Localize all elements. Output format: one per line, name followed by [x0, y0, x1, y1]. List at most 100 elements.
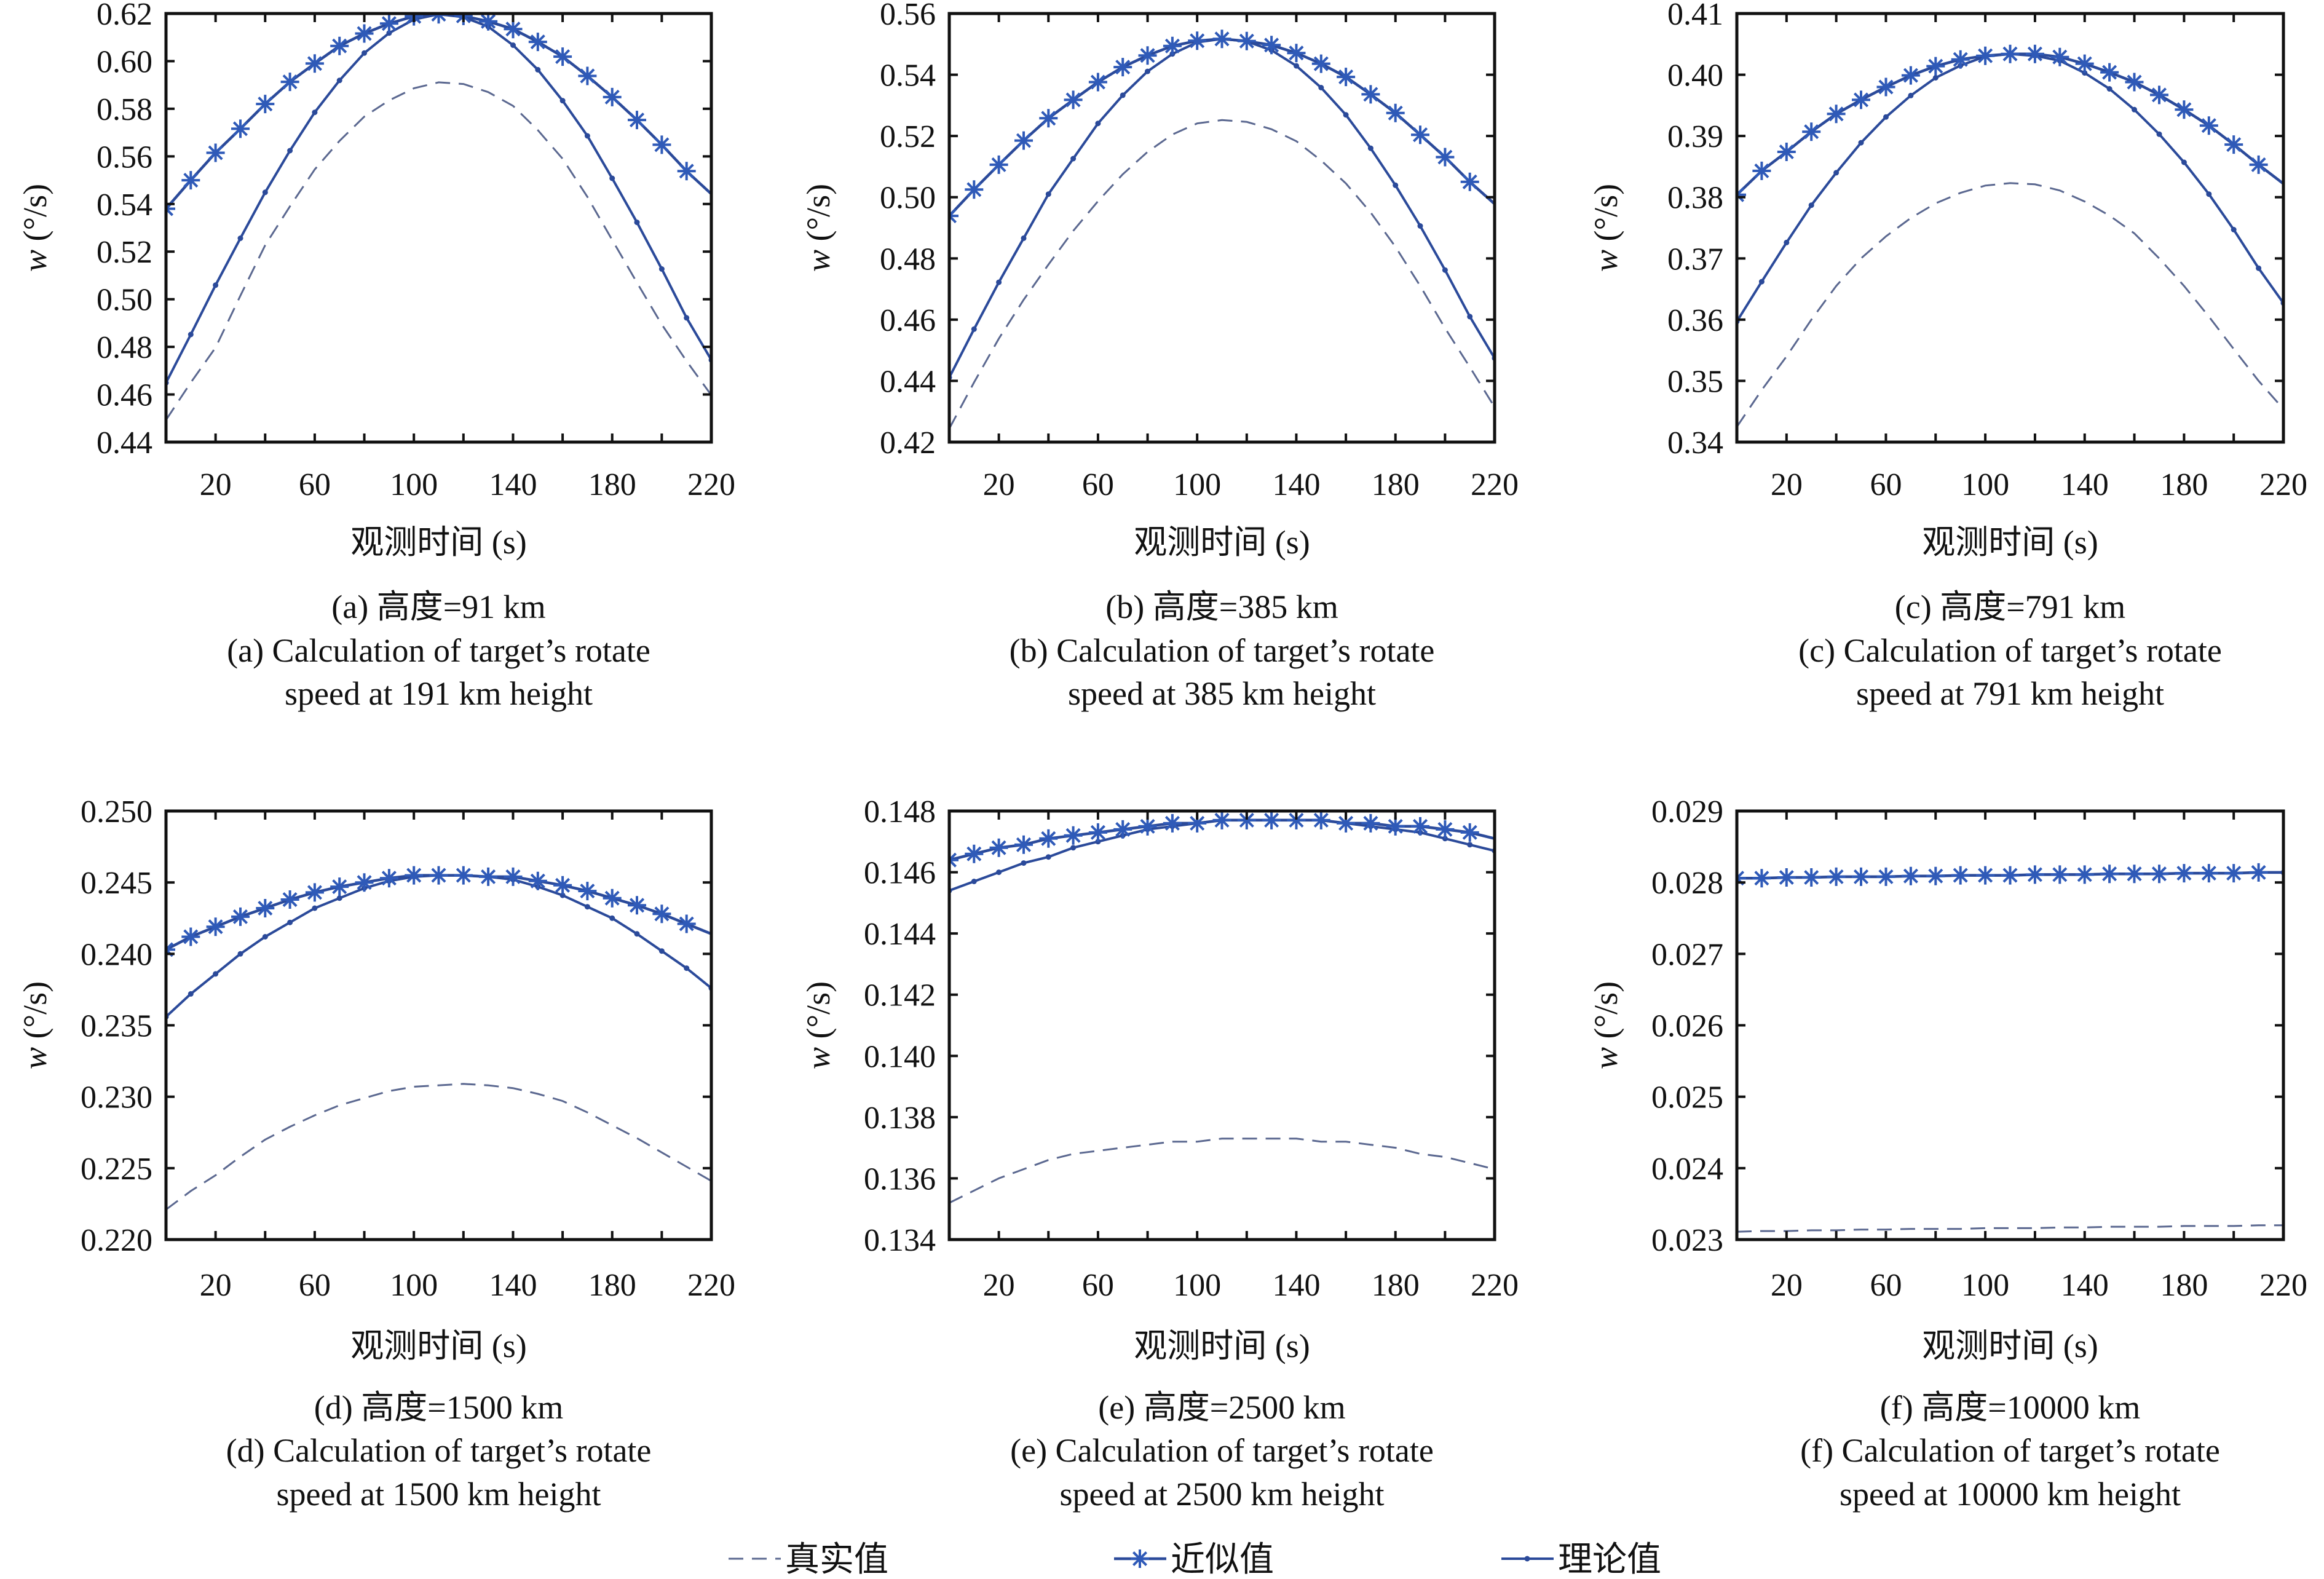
marker-theory [213, 971, 219, 977]
y-tick-label: 0.41 [1667, 0, 1723, 32]
marker-theory [658, 266, 665, 272]
marker-theory [1021, 860, 1027, 866]
marker-approx [1411, 125, 1429, 144]
marker-approx [578, 882, 597, 901]
marker-theory [1045, 191, 1051, 197]
marker-approx [2175, 864, 2194, 883]
x-tick-label: 140 [1272, 1268, 1320, 1303]
marker-theory [1145, 68, 1150, 74]
marker-theory [2106, 86, 2113, 92]
x-tick-label: 180 [1372, 1268, 1420, 1303]
y-tick-label: 0.58 [97, 92, 152, 127]
marker-theory [386, 30, 392, 36]
legend-label: 真实值 [785, 1541, 888, 1579]
y-axis-variable: w [17, 1047, 53, 1069]
y-tick-label: 0.235 [81, 1009, 152, 1044]
plot-area-d [166, 866, 711, 1211]
marker-approx [1287, 811, 1306, 829]
x-tick-label: 140 [489, 467, 537, 502]
legend-item-theory: 理论值 [1501, 1541, 1661, 1579]
marker-theory [1343, 112, 1349, 118]
x-tick-label: 20 [983, 467, 1015, 502]
caption-en-line2: speed at 191 km height [285, 675, 593, 712]
y-axis-label: w (°/s) [1587, 981, 1624, 1069]
x-tick-label: 60 [299, 467, 331, 502]
y-tick-label: 0.136 [864, 1161, 936, 1197]
subplot-d: 20 60 100 140 180 220 0.220 0.225 0.230 0.235 0.24… [17, 794, 735, 1513]
marker-approx [1777, 143, 1796, 161]
marker-approx [2199, 864, 2218, 883]
marker-theory [996, 869, 1002, 876]
axes-frame [1735, 12, 2285, 444]
y-axis-label: w (°/s) [1587, 184, 1624, 272]
marker-approx [355, 873, 374, 892]
marker-approx [2224, 864, 2243, 883]
marker-theory [262, 189, 268, 196]
legend-item-true: 真实值 [729, 1541, 888, 1579]
marker-approx [181, 927, 200, 946]
x-tick-label: 60 [299, 1268, 331, 1303]
y-tick-label: 0.36 [1667, 303, 1723, 338]
marker-approx [603, 87, 622, 106]
x-tick-label: 180 [588, 1268, 636, 1303]
marker-approx [677, 162, 696, 181]
marker-theory [535, 66, 541, 73]
plot-area-b [949, 30, 1495, 429]
y-tick-label: 0.54 [97, 188, 152, 223]
marker-approx [504, 20, 523, 39]
marker-theory [1095, 121, 1101, 127]
series-line-approx [949, 38, 1495, 217]
marker-approx [2125, 865, 2144, 884]
marker-approx [965, 844, 984, 863]
marker-theory [634, 931, 640, 937]
caption-cn: (f) 高度=10000 km [1880, 1389, 2140, 1426]
y-tick-label: 0.48 [97, 330, 152, 365]
y-axis-variable: w [1587, 1047, 1624, 1069]
marker-theory [1070, 156, 1077, 162]
y-tick-label: 0.225 [81, 1152, 152, 1187]
marker-approx [2001, 866, 2020, 885]
y-tick-label: 0.025 [1651, 1080, 1723, 1115]
marker-theory [609, 915, 615, 921]
marker-approx [1852, 90, 1870, 109]
marker-approx [280, 73, 299, 92]
marker-approx [181, 171, 200, 190]
marker-approx [1163, 813, 1182, 833]
marker-approx [1287, 44, 1306, 63]
marker-approx [1337, 813, 1356, 833]
series-line-approx [166, 874, 711, 951]
y-tick-label: 0.46 [97, 378, 152, 413]
series-line-theory [166, 874, 711, 1018]
marker-approx [989, 155, 1008, 174]
marker-theory [1318, 85, 1324, 90]
x-tick-label: 180 [1372, 467, 1420, 502]
marker-approx [1064, 90, 1083, 109]
y-tick-label: 0.138 [864, 1101, 936, 1136]
marker-approx [1212, 811, 1231, 829]
marker-theory [684, 315, 690, 321]
marker-approx [479, 14, 498, 31]
y-axis-label: w (°/s) [17, 981, 53, 1069]
y-tick-label: 0.60 [97, 44, 152, 79]
y-tick-label: 0.34 [1667, 425, 1723, 461]
marker-approx [1436, 148, 1455, 167]
x-tick-label: 220 [687, 467, 735, 502]
marker-approx [2224, 135, 2243, 154]
marker-approx [2150, 865, 2168, 884]
y-axis-unit: (°/s) [17, 981, 53, 1047]
marker-theory [1932, 75, 1939, 81]
marker-approx [1976, 866, 1995, 885]
marker-approx [2050, 47, 2069, 66]
y-axis-variable: w [800, 1047, 837, 1069]
marker-theory [634, 220, 640, 226]
marker-theory [312, 109, 318, 116]
marker-approx [1827, 867, 1846, 886]
x-tick-label: 100 [1961, 467, 2009, 502]
marker-theory [2156, 131, 2162, 137]
y-tick-label: 0.230 [81, 1080, 152, 1115]
marker-approx [989, 838, 1008, 857]
y-tick-label: 0.245 [81, 866, 152, 901]
x-tick-label: 180 [2160, 467, 2208, 502]
caption-en-line1: (c) Calculation of target’s rotate [1798, 632, 2222, 669]
x-tick-label: 100 [390, 1268, 438, 1303]
